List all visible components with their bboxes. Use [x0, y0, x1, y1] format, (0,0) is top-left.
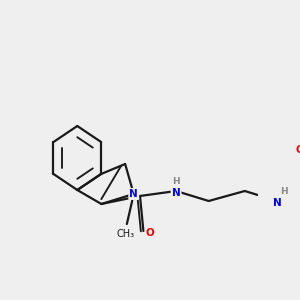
- Text: N: N: [273, 198, 282, 208]
- Text: O: O: [296, 145, 300, 155]
- Text: N: N: [129, 189, 138, 199]
- Text: H: H: [172, 176, 180, 185]
- Text: O: O: [146, 228, 155, 238]
- Text: H: H: [280, 187, 288, 196]
- Text: CH₃: CH₃: [116, 229, 134, 239]
- Text: N: N: [172, 188, 180, 198]
